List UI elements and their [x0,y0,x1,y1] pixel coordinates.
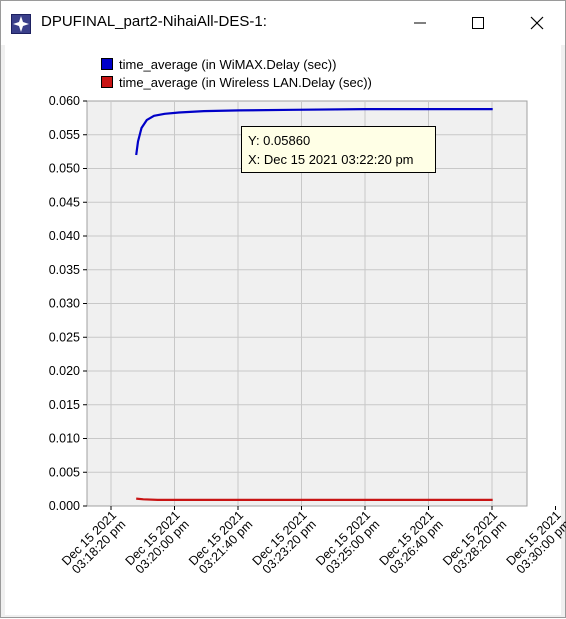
tooltip-y-value: Y: 0.05860 [248,133,311,148]
y-tick-label: 0.025 [49,330,80,344]
maximize-icon [472,17,484,29]
y-tick-label: 0.000 [49,499,80,513]
y-tick-label: 0.030 [49,297,80,311]
y-tick-label: 0.055 [49,128,80,142]
legend-swatch-wlan [101,76,113,88]
series-line-wimax [135,107,493,156]
close-icon [530,16,544,30]
y-tick-label: 0.015 [49,398,80,412]
y-tick-label: 0.050 [49,162,80,176]
opnet-star-icon [11,14,31,34]
legend-item-wimax: time_average (in WiMAX.Delay (sec)) [101,55,372,73]
y-tick-label: 0.035 [49,263,80,277]
minimize-button[interactable] [396,1,444,45]
y-tick-label: 0.005 [49,465,80,479]
y-tick-label: 0.020 [49,364,80,378]
legend-item-wlan: time_average (in Wireless LAN.Delay (sec… [101,73,372,91]
data-tooltip: Y: 0.05860 X: Dec 15 2021 03:22:20 pm [241,126,436,173]
legend-swatch-wimax [101,58,113,70]
close-button[interactable] [513,1,561,45]
chart-legend: time_average (in WiMAX.Delay (sec)) time… [101,55,372,91]
maximize-button[interactable] [454,1,502,45]
legend-label-wlan: time_average (in Wireless LAN.Delay (sec… [119,74,372,90]
window-title: DPUFINAL_part2-NihaiAll-DES-1: [41,13,267,30]
title-bar[interactable]: DPUFINAL_part2-NihaiAll-DES-1: [1,1,565,45]
minimize-icon [414,22,426,24]
legend-label-wimax: time_average (in WiMAX.Delay (sec)) [119,56,337,72]
tooltip-x-value: X: Dec 15 2021 03:22:20 pm [248,152,414,167]
y-tick-label: 0.040 [49,229,80,243]
series-line-wlan [136,497,493,501]
y-tick-label: 0.060 [49,94,80,108]
y-tick-label: 0.045 [49,195,80,209]
y-tick-label: 0.010 [49,432,80,446]
